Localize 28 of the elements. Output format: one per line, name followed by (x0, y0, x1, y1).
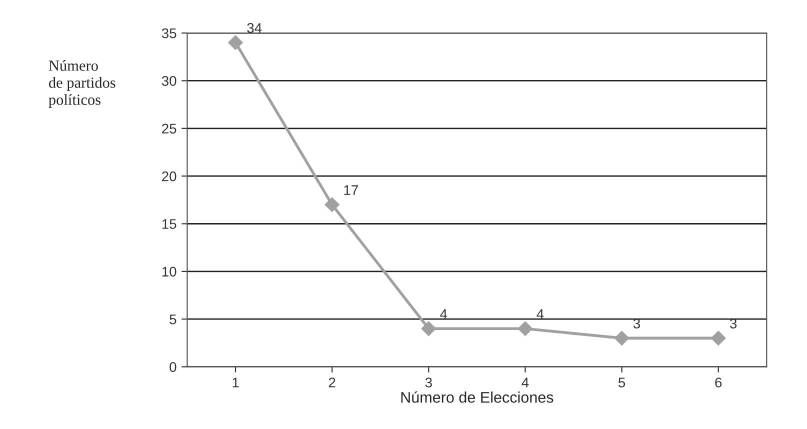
y-axis-title: Número de partidos políticos (48, 60, 116, 108)
point (421, 321, 436, 336)
data-label: 3 (633, 318, 640, 328)
x-tick-label: 6 (715, 378, 722, 388)
y-tick-label: 15 (162, 219, 176, 229)
data-label: 4 (536, 309, 544, 319)
point (614, 330, 630, 346)
x-tick-label: 3 (425, 378, 432, 388)
x-tick-label: 1 (232, 378, 239, 388)
data-label: 34 (247, 23, 262, 33)
data-label: 4 (440, 309, 448, 319)
x-tick-label: 2 (328, 378, 336, 388)
y-tick-label: 35 (162, 28, 176, 38)
point (228, 35, 243, 50)
y-tick-label: 30 (162, 76, 176, 86)
y-tick-label: 0 (170, 362, 176, 372)
x-axis-title: Número de Elecciones (401, 391, 554, 403)
point (518, 321, 533, 336)
x-tick-label: 5 (618, 378, 626, 388)
y-tick-label: 10 (162, 266, 176, 277)
x-tick-label: 4 (522, 378, 529, 388)
data-label: 17 (344, 185, 358, 195)
y-tick-label: 20 (162, 171, 176, 182)
y-tick-label: 5 (170, 314, 176, 324)
point (324, 197, 340, 212)
point (710, 330, 726, 346)
y-tick-label: 25 (162, 124, 176, 134)
data-label: 3 (730, 318, 737, 328)
